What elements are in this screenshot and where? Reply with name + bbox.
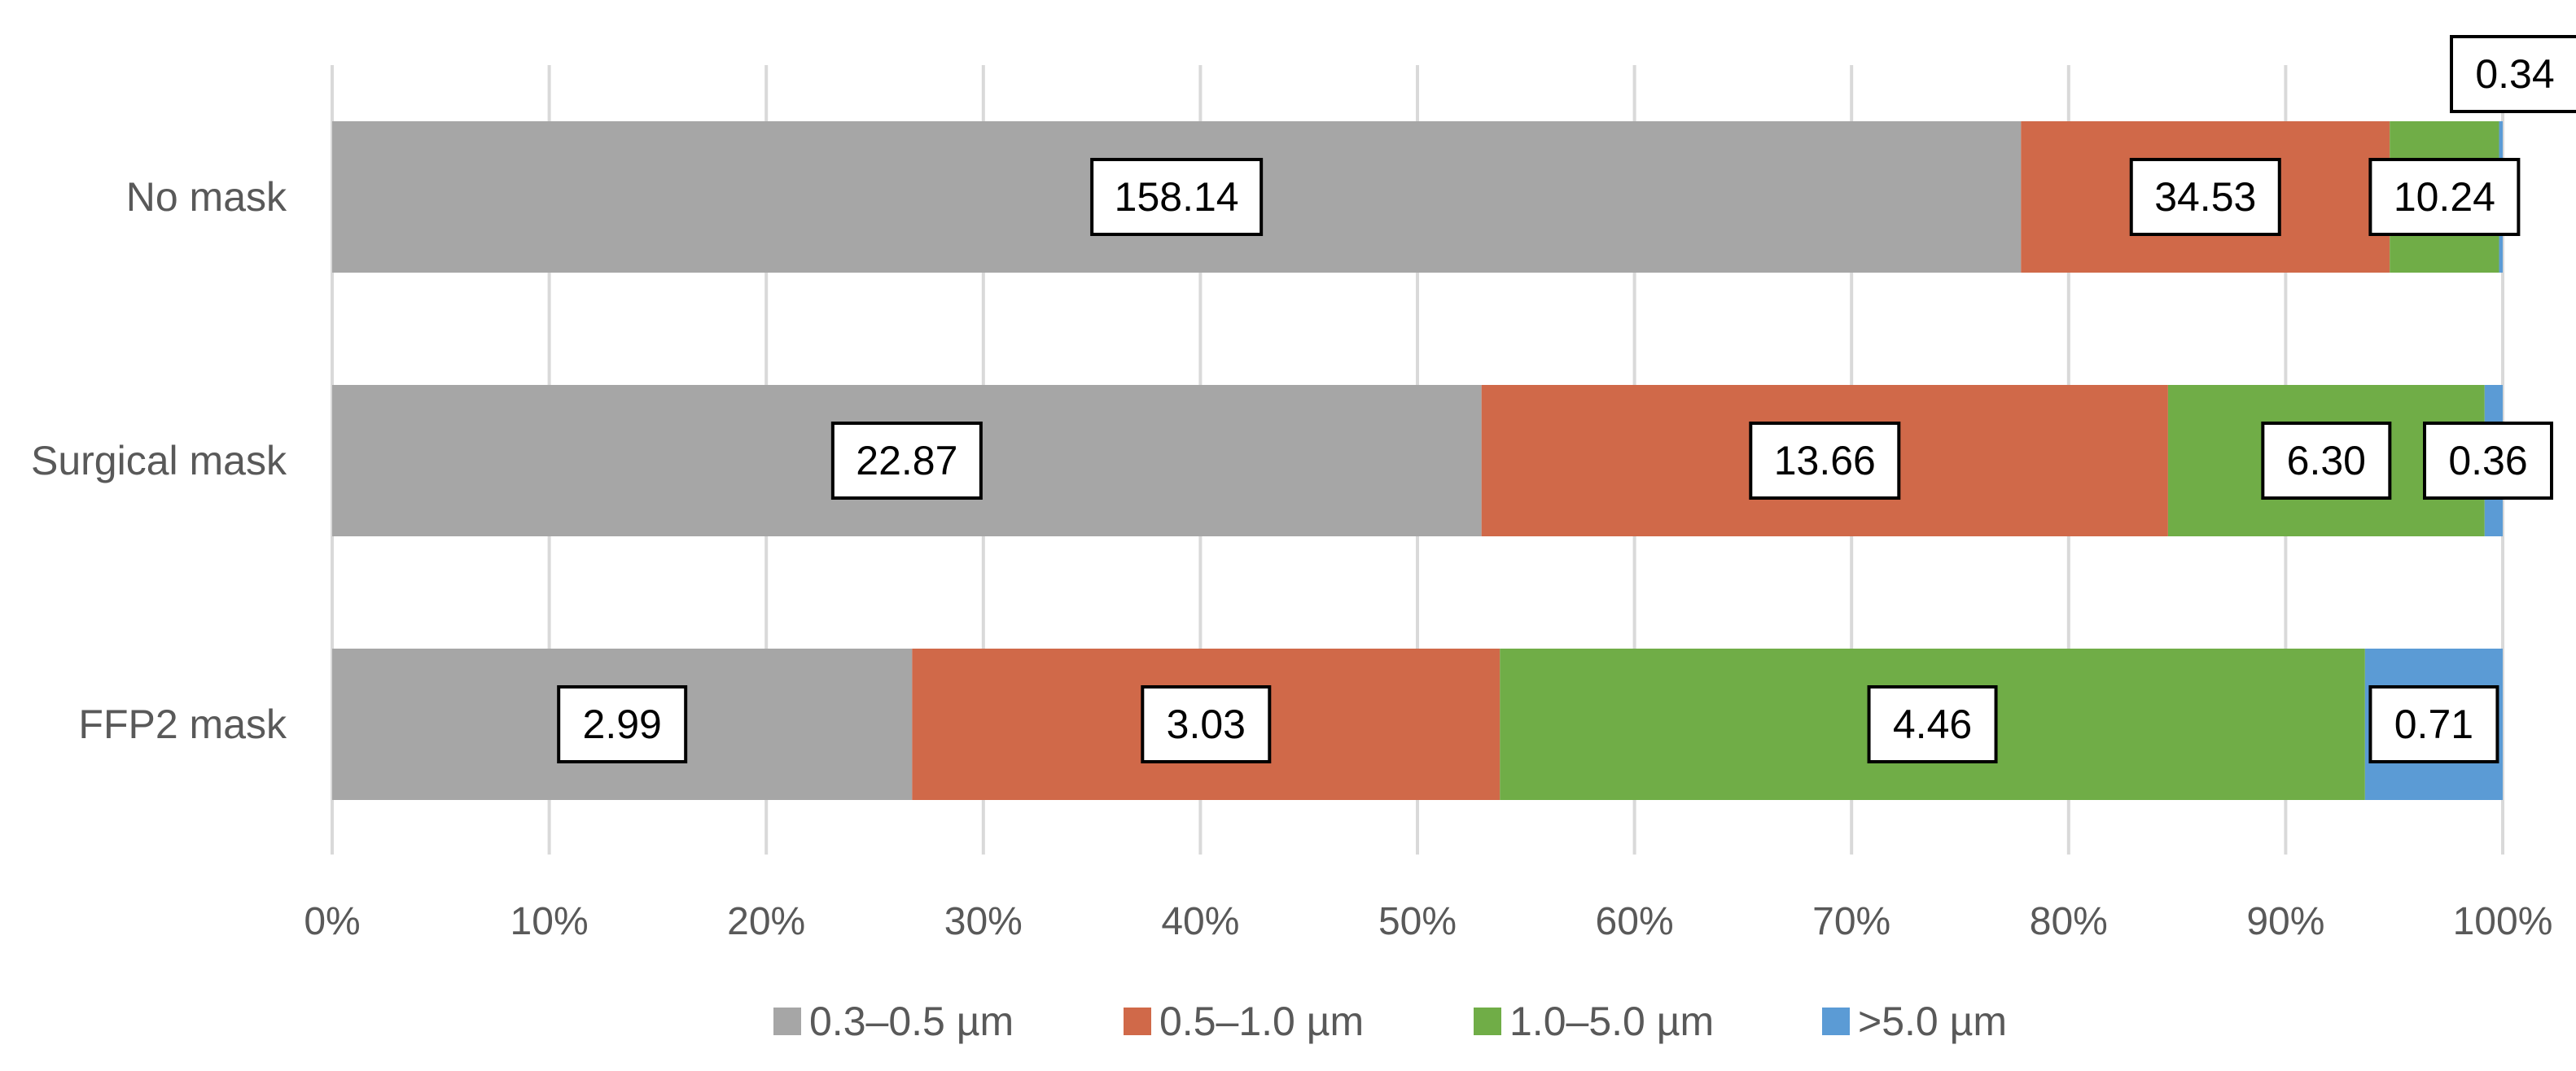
category-label-surgical-mask: Surgical mask [31,438,287,483]
legend-label-5-0-m: >5.0 µm [1858,999,2007,1044]
data-label-ffp2-mask-5-0-m: 0.71 [2394,702,2473,747]
data-label-surgical-mask-1-0-5-0-m-box [2261,422,2392,500]
category-axis: No mask Surgical mask FFP2 mask [31,174,287,747]
data-label-ffp2-mask-0-5-1-0-m-box [1141,685,1272,763]
data-label-surgical-mask-0-3-0-5-m-box [830,422,983,500]
data-label-no-mask-0-3-0-5-m-box [1090,158,1264,236]
x-tick-label: 60% [1596,900,1674,943]
data-label-ffp2-mask-1-0-5-0-m: 4.46 [1893,702,1972,747]
x-tick-label: 90% [2246,900,2324,943]
data-label-no-mask-5-0-m: 0.34 [2475,51,2554,97]
data-label-no-mask-5-0-m-box [2450,35,2576,113]
data-label-ffp2-mask-0-5-1-0-m: 3.03 [1167,702,1246,747]
data-label-surgical-mask-0-3-0-5-m: 22.87 [856,438,957,483]
x-tick-label: 20% [727,900,805,943]
legend-swatch-5-0-m [1822,1008,1850,1035]
legend: 0.3–0.5 µm 0.5–1.0 µm 1.0–5.0 µm >5.0 µm [773,999,2007,1044]
x-tick-label: 30% [944,900,1023,943]
data-label-surgical-mask-1-0-5-0-m: 6.30 [2287,438,2366,483]
data-label-surgical-mask-5-0-m: 0.36 [2448,438,2527,483]
data-label-ffp2-mask-0-3-0-5-m: 2.99 [583,702,662,747]
x-tick-label: 100% [2453,900,2553,943]
legend-swatch-1-0-5-0-m [1474,1008,1501,1035]
x-tick-label: 50% [1378,900,1457,943]
value-axis: 0% 10% 20% 30% 40% 50% 60% 70% 80% 90% 100% [304,900,2552,943]
data-label-ffp2-mask-0-3-0-5-m-box [557,685,688,763]
legend-label-0-5-1-0-m: 0.5–1.0 µm [1159,999,1364,1044]
data-labels: 158.14 34.53 10.24 0.34 22.87 13.66 6.30 0.36 2.… [557,35,2576,763]
data-label-no-mask-0-5-1-0-m: 34.53 [2154,174,2256,220]
legend-swatch-0-3-0-5-m [773,1008,801,1035]
data-label-no-mask-0-5-1-0-m-box [2129,158,2281,236]
x-tick-label: 80% [2030,900,2108,943]
data-label-no-mask-1-0-5-0-m: 10.24 [2394,174,2495,220]
data-label-surgical-mask-5-0-m-box [2423,422,2553,500]
x-tick-label: 40% [1161,900,1239,943]
legend-swatch-0-5-1-0-m [1124,1008,1151,1035]
data-label-surgical-mask-0-5-1-0-m: 13.66 [1774,438,1876,483]
legend-label-1-0-5-0-m: 1.0–5.0 µm [1509,999,1714,1044]
category-label-ffp2-mask: FFP2 mask [78,702,287,747]
x-tick-label: 0% [304,900,360,943]
x-tick-label: 70% [1812,900,1890,943]
data-label-ffp2-mask-1-0-5-0-m-box [1867,685,1998,763]
legend-label-0-3-0-5-m: 0.3–0.5 µm [809,999,1014,1044]
category-label-no-mask: No mask [126,174,287,220]
data-label-surgical-mask-0-5-1-0-m-box [1749,422,1901,500]
data-label-no-mask-1-0-5-0-m-box [2368,158,2521,236]
data-label-no-mask-0-3-0-5-m: 158.14 [1115,174,1239,220]
x-tick-label: 10% [510,900,589,943]
data-label-ffp2-mask-5-0-m-box [2368,685,2499,763]
